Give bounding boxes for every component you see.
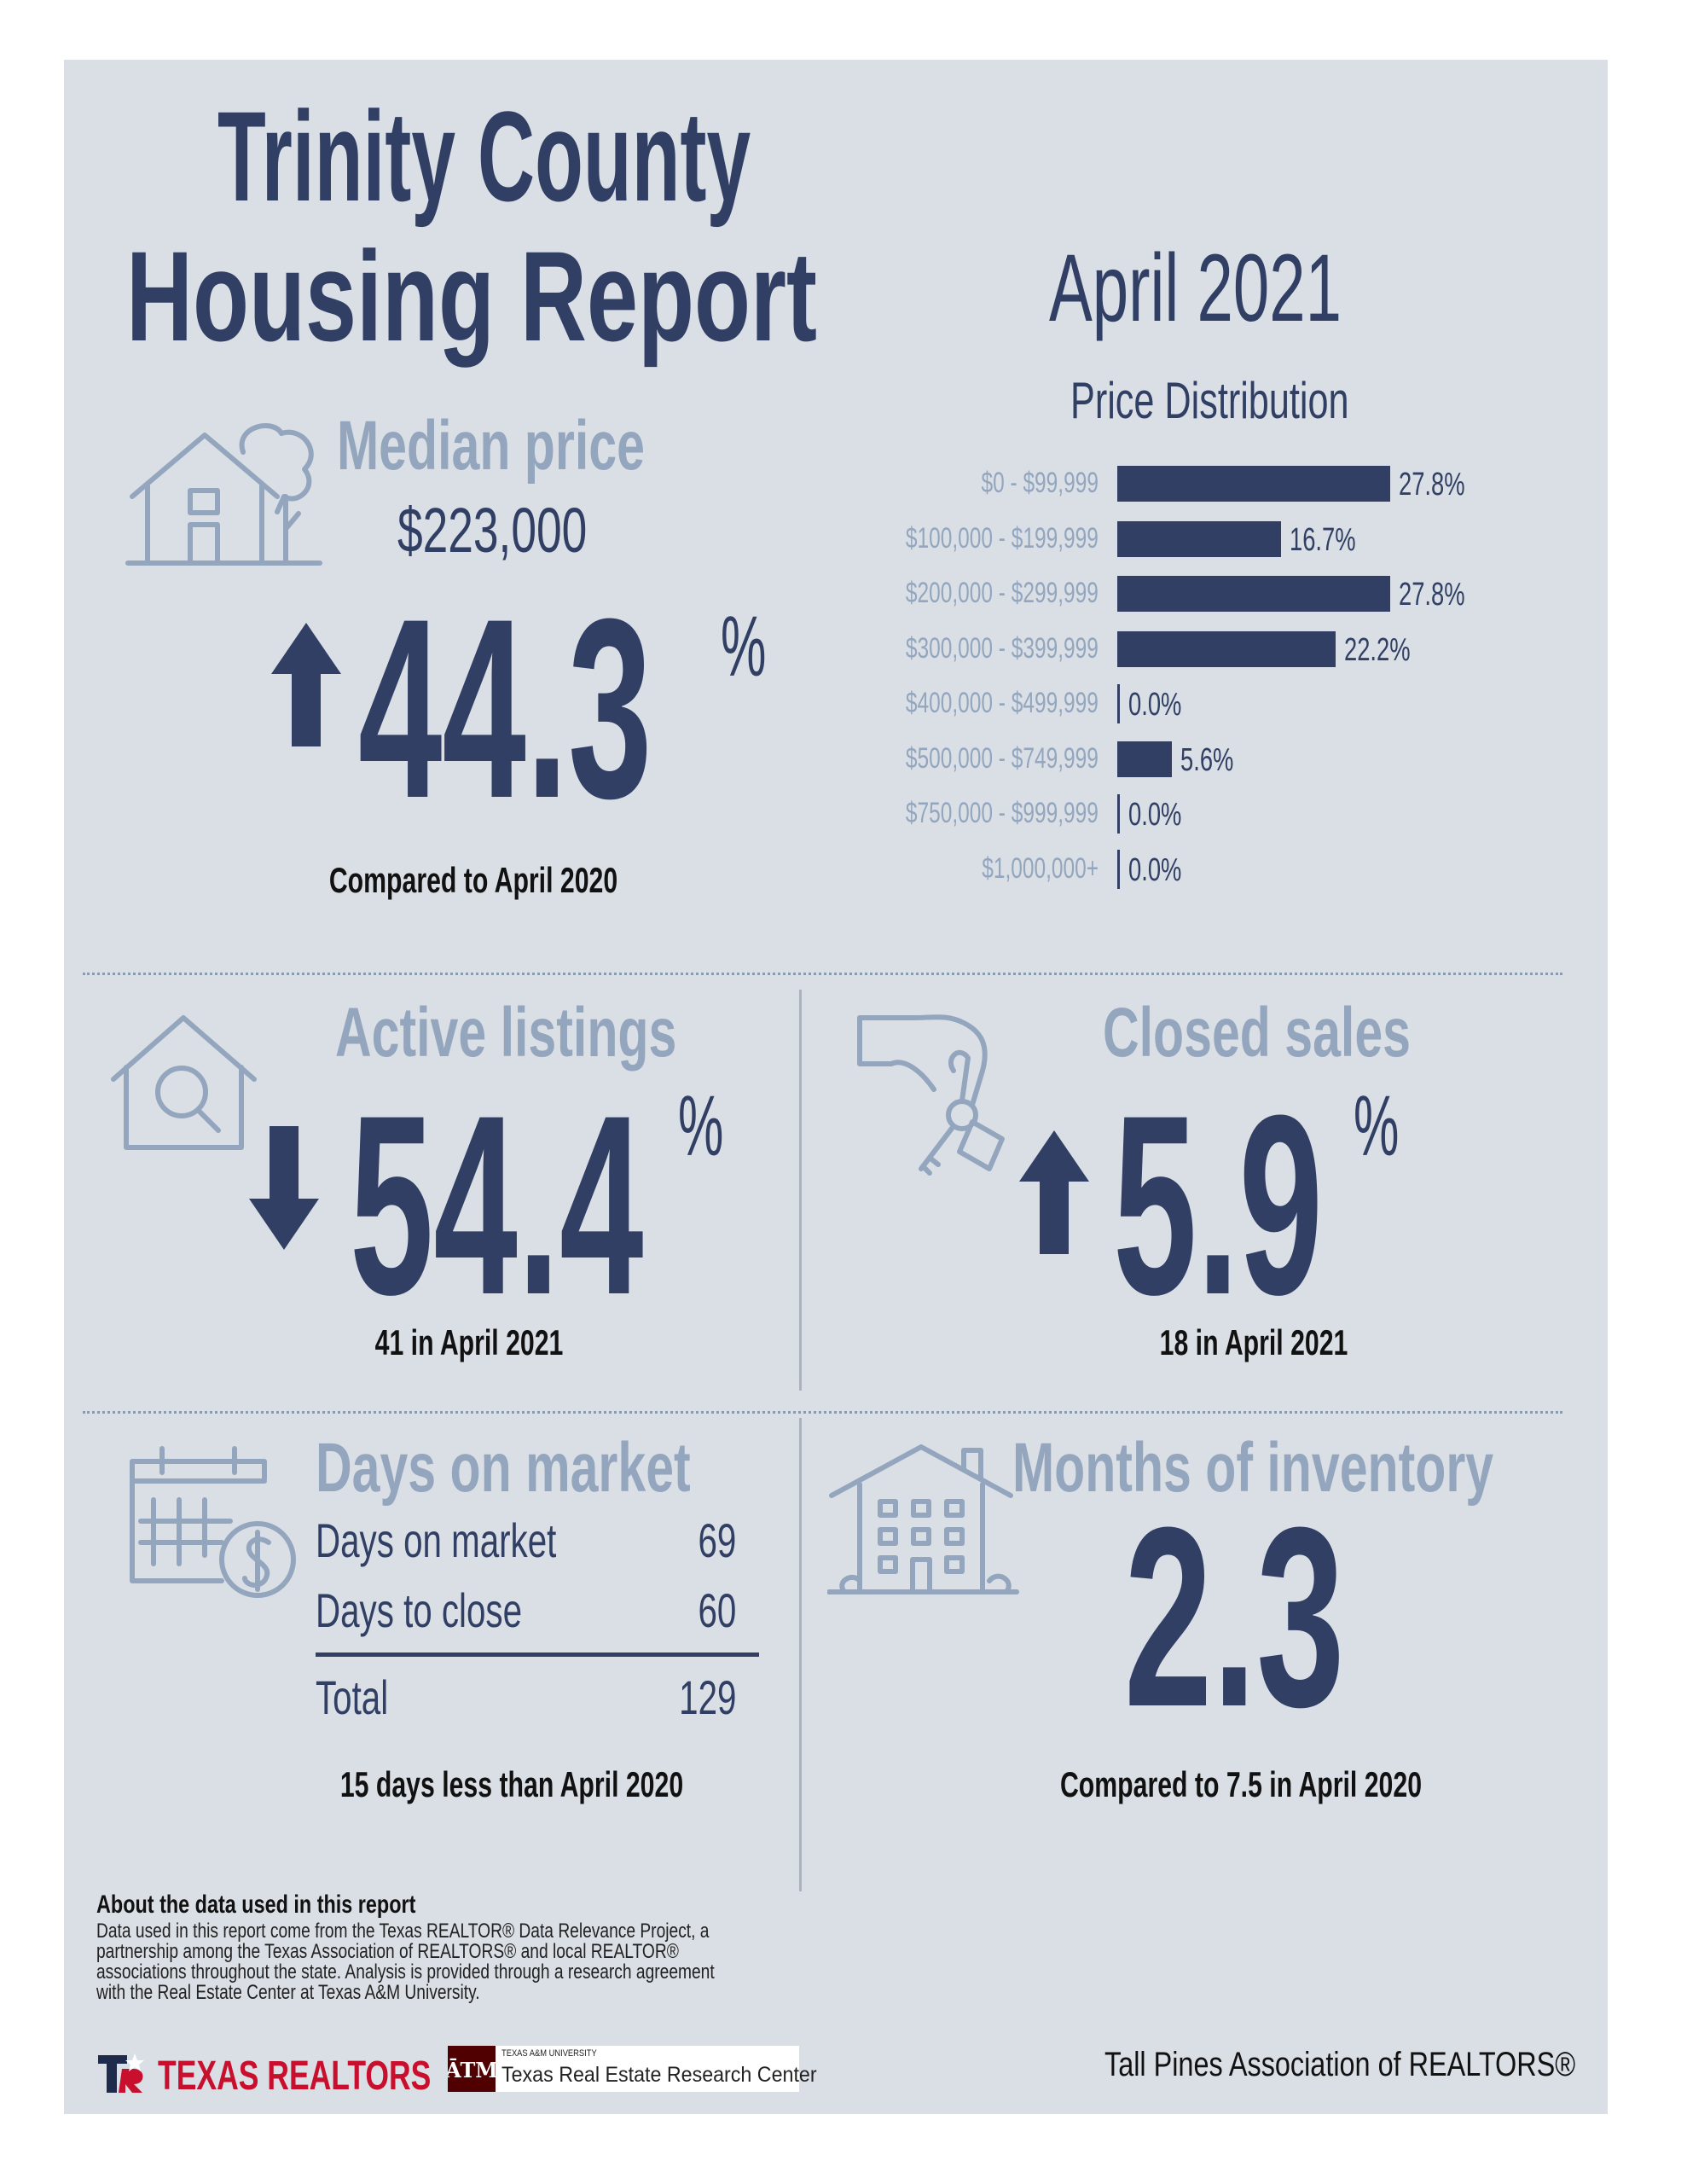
- dom-total-label: Total: [316, 1670, 389, 1724]
- arrow-up-icon: [271, 623, 341, 746]
- price-bar-value-label: 27.8%: [1399, 467, 1465, 503]
- apartment-building-icon: [827, 1444, 1019, 1594]
- calendar-dollar-icon: [130, 1446, 296, 1598]
- closed-sales-percent-sign: %: [1354, 1078, 1400, 1174]
- closed-sales-title: Closed sales: [1103, 994, 1411, 1072]
- tamu-logo: [448, 2046, 799, 2092]
- about-data-text: Data used in this report come from the T…: [96, 1921, 869, 2003]
- svg-text:ĀTM: ĀTM: [448, 2058, 496, 2082]
- tamu-atm-icon: ĀTM: [448, 2046, 496, 2092]
- dom-total-value: 129: [678, 1670, 736, 1724]
- price-bar-value-label: 16.7%: [1290, 521, 1356, 558]
- closed-sales-detail: 18 in April 2021: [1159, 1322, 1348, 1362]
- days-on-market-title: Days on market: [316, 1429, 691, 1507]
- price-range-label: $100,000 - $199,999: [906, 521, 1099, 555]
- median-price-value: $223,000: [397, 495, 588, 566]
- about-data-line: partnership among the Texas Association …: [96, 1940, 679, 1963]
- median-price-comparison: Compared to April 2020: [328, 860, 618, 900]
- price-bar: [1117, 466, 1390, 502]
- months-of-inventory-comparison: Compared to 7.5 in April 2020: [1059, 1764, 1423, 1804]
- association-name: Tall Pines Association of REALTORS®: [1104, 2046, 1576, 2083]
- days-on-market-comparison: 15 days less than April 2020: [339, 1764, 684, 1804]
- house-tree-icon: [125, 423, 322, 566]
- dom-row-label-1: Days on market: [316, 1513, 557, 1567]
- arrow-down-icon: [249, 1126, 319, 1250]
- arrow-up-icon: [1019, 1130, 1089, 1254]
- report-period: April 2021: [1049, 235, 1342, 341]
- price-range-label: $1,000,000+: [982, 851, 1099, 885]
- price-bar-value-label: 0.0%: [1128, 687, 1182, 723]
- price-range-label: $400,000 - $499,999: [906, 687, 1099, 720]
- price-distribution-title: Price Distribution: [1070, 372, 1349, 429]
- dom-total-rule: [316, 1653, 759, 1657]
- divider-vertical-lower: [799, 1418, 802, 1891]
- house-search-icon: [111, 1015, 257, 1150]
- price-bar-value-label: 0.0%: [1128, 797, 1182, 834]
- texas-realtors-logo-text: TEXAS REALTORS: [158, 2053, 432, 2099]
- dom-row-value-1: 69: [698, 1513, 736, 1567]
- title-line-1: Trinity County: [217, 84, 751, 228]
- dom-row-label-2: Days to close: [316, 1583, 523, 1637]
- closed-sales-change: 5.9: [1113, 1061, 1324, 1348]
- price-bar: [1117, 576, 1390, 613]
- divider-vertical-upper: [799, 990, 802, 1391]
- price-bar: [1117, 630, 1336, 667]
- hand-keys-icon: [857, 1014, 1005, 1176]
- price-range-label: $500,000 - $749,999: [906, 741, 1099, 775]
- active-listings-title: Active listings: [335, 994, 677, 1072]
- price-range-label: $300,000 - $399,999: [906, 631, 1099, 665]
- months-of-inventory-title: Months of inventory: [1012, 1429, 1494, 1507]
- price-range-label: $0 - $99,999: [981, 467, 1099, 500]
- about-data-line: associations throughout the state. Analy…: [96, 1960, 715, 1984]
- active-listings-detail: 41 in April 2021: [374, 1322, 564, 1362]
- title-line-2: Housing Report: [126, 224, 817, 368]
- price-range-label: $200,000 - $299,999: [906, 577, 1099, 610]
- tamu-small-text: TEXAS A&M UNIVERSITY: [501, 2048, 597, 2059]
- median-price-percent-sign: %: [721, 599, 767, 694]
- texas-realtors-logo-icon: [98, 2053, 144, 2093]
- median-price-change: 44.3: [358, 565, 652, 851]
- price-bar-value-label: 0.0%: [1128, 851, 1182, 888]
- price-distribution-chart: $0 - $99,999 27.8% $100,000 - $199,999 16.7…: [768, 456, 1535, 900]
- median-price-title: Median price: [337, 407, 645, 485]
- price-bar: [1117, 849, 1120, 889]
- active-listings-change: 54.4: [350, 1061, 644, 1348]
- price-bar-value-label: 27.8%: [1399, 577, 1465, 613]
- divider-horizontal-middle: [83, 1411, 1562, 1414]
- report-panel: [64, 60, 1608, 2114]
- about-data-line: with the Real Estate Center at Texas A&M…: [96, 1981, 480, 2004]
- months-of-inventory-value: 2.3: [1124, 1473, 1345, 1760]
- price-bar: [1117, 684, 1120, 724]
- active-listings-percent-sign: %: [678, 1078, 724, 1174]
- divider-horizontal-top: [83, 973, 1562, 975]
- price-bar: [1117, 741, 1173, 777]
- price-range-label: $750,000 - $999,999: [906, 797, 1099, 830]
- price-bar: [1117, 794, 1120, 834]
- dom-row-value-2: 60: [698, 1583, 736, 1637]
- tamu-center-name: Texas Real Estate Research Center: [501, 2063, 817, 2087]
- price-bar: [1117, 520, 1282, 557]
- price-bar-value-label: 22.2%: [1343, 631, 1411, 668]
- about-data-line: Data used in this report come from the T…: [96, 1920, 710, 1943]
- price-bar-value-label: 5.6%: [1180, 741, 1234, 778]
- about-data-title: About the data used in this report: [96, 1891, 416, 1919]
